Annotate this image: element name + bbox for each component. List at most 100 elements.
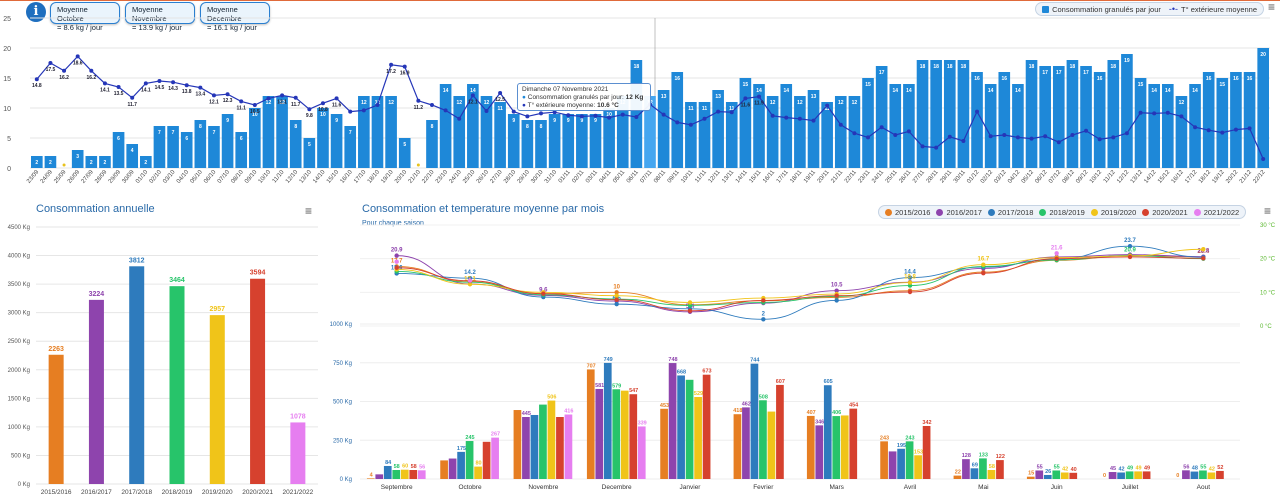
monthly-consumption-bar[interactable] <box>513 410 522 479</box>
temperature-point[interactable] <box>825 103 830 108</box>
monthly-temperature-point[interactable] <box>394 253 399 258</box>
monthly-temperature-point[interactable] <box>907 289 913 295</box>
daily-consumption-bar[interactable] <box>589 114 602 168</box>
temperature-point[interactable] <box>988 134 993 139</box>
monthly-consumption-bar[interactable] <box>1216 470 1224 479</box>
legend-consumption[interactable]: Consommation granulés par jour <box>1042 5 1161 14</box>
monthly-consumption-bar[interactable] <box>750 363 759 479</box>
daily-consumption-bar[interactable] <box>889 84 902 168</box>
temperature-point[interactable] <box>770 113 775 118</box>
daily-consumption-bar[interactable] <box>1080 66 1092 168</box>
monthly-consumption-bar[interactable] <box>905 441 914 479</box>
temperature-point[interactable] <box>429 103 434 107</box>
monthly-consumption-bar[interactable] <box>383 465 392 479</box>
monthly-consumption-bar[interactable] <box>465 441 474 479</box>
daily-consumption-bar[interactable] <box>576 114 588 168</box>
temperature-point[interactable] <box>143 81 148 86</box>
annual-chart-menu-icon[interactable]: ≡ <box>305 204 313 218</box>
daily-consumption-bar[interactable] <box>1230 72 1242 168</box>
temperature-point[interactable] <box>375 103 380 107</box>
legend-temperature[interactable]: -•- T° extérieure moyenne <box>1169 4 1257 14</box>
monthly-consumption-bar[interactable] <box>685 379 694 479</box>
temperature-point[interactable] <box>1029 136 1034 141</box>
temperature-point[interactable] <box>1206 128 1211 133</box>
daily-consumption-bar[interactable] <box>535 120 547 168</box>
temperature-point[interactable] <box>852 131 857 136</box>
monthly-consumption-bar[interactable] <box>474 466 482 479</box>
monthly-temperature-point[interactable] <box>687 308 693 314</box>
temperature-point[interactable] <box>102 81 107 86</box>
monthly-temperature-point[interactable] <box>981 270 986 276</box>
monthly-consumption-bar[interactable] <box>1199 470 1207 479</box>
temperature-point[interactable] <box>348 109 353 114</box>
daily-consumption-bar[interactable] <box>289 120 302 168</box>
monthly-consumption-bar[interactable] <box>586 369 595 479</box>
daily-consumption-bar[interactable] <box>644 96 656 168</box>
daily-consumption-bar[interactable] <box>1202 72 1215 168</box>
temperature-point[interactable] <box>361 108 366 113</box>
temperature-point[interactable] <box>552 110 557 115</box>
daily-consumption-bar[interactable] <box>85 156 98 168</box>
temperature-point[interactable] <box>1233 127 1238 132</box>
daily-consumption-bar[interactable] <box>126 144 139 168</box>
temperature-point[interactable] <box>716 109 721 114</box>
temperature-point[interactable] <box>157 79 162 83</box>
daily-consumption-bar[interactable] <box>221 114 234 168</box>
temperature-point[interactable] <box>498 91 503 95</box>
daily-consumption-bar[interactable] <box>698 102 711 168</box>
monthly-consumption-bar[interactable] <box>522 417 530 479</box>
daily-consumption-bar[interactable] <box>1134 78 1147 168</box>
monthly-consumption-bar[interactable] <box>914 455 922 479</box>
daily-consumption-bar[interactable] <box>249 108 261 168</box>
daily-consumption-bar[interactable] <box>1066 60 1079 168</box>
monthly-temperature-point[interactable] <box>834 288 839 293</box>
monthly-consumption-bar[interactable] <box>677 375 685 479</box>
annual-bar[interactable] <box>88 299 104 484</box>
annual-bar[interactable] <box>290 422 306 484</box>
monthly-temperature-point[interactable] <box>1201 247 1206 252</box>
daily-consumption-bar[interactable] <box>671 72 684 168</box>
daily-consumption-bar[interactable] <box>998 72 1011 168</box>
temperature-point[interactable] <box>1002 133 1007 137</box>
monthly-consumption-bar[interactable] <box>1182 470 1190 479</box>
monthly-consumption-bar[interactable] <box>1117 472 1125 479</box>
daily-consumption-bar[interactable] <box>344 126 357 168</box>
temperature-point[interactable] <box>211 93 216 98</box>
monthly-consumption-bar[interactable] <box>400 469 409 479</box>
daily-consumption-bar[interactable] <box>208 126 220 168</box>
temperature-point[interactable] <box>252 103 257 107</box>
temperature-point[interactable] <box>1261 157 1266 161</box>
temperature-point[interactable] <box>675 120 680 125</box>
daily-consumption-bar[interactable] <box>180 132 193 168</box>
daily-consumption-bar[interactable] <box>235 132 248 168</box>
daily-consumption-bar[interactable] <box>1257 48 1269 168</box>
monthly-consumption-bar[interactable] <box>612 389 621 479</box>
monthly-temperature-point[interactable] <box>1201 256 1206 261</box>
temperature-point[interactable] <box>906 129 911 134</box>
temperature-point[interactable] <box>293 95 298 100</box>
monthly-consumption-bar[interactable] <box>880 441 888 479</box>
daily-consumption-bar[interactable] <box>834 96 847 168</box>
monthly-temperature-point[interactable] <box>834 298 839 303</box>
monthly-temperature-point[interactable] <box>541 291 546 296</box>
temperature-point[interactable] <box>1097 137 1102 142</box>
daily-consumption-bar[interactable] <box>943 60 956 168</box>
temperature-point[interactable] <box>579 114 584 119</box>
daily-consumption-bar[interactable] <box>657 90 670 168</box>
daily-consumption-bar[interactable] <box>1216 78 1229 168</box>
temperature-point[interactable] <box>307 107 312 112</box>
daily-consumption-bar[interactable] <box>957 60 970 168</box>
monthly-chart-menu-icon[interactable]: ≡ <box>1264 204 1272 218</box>
temperature-point[interactable] <box>1138 110 1143 115</box>
monthly-consumption-bar[interactable] <box>987 470 996 479</box>
monthly-consumption-bar[interactable] <box>366 478 375 479</box>
monthly-consumption-bar[interactable] <box>491 437 499 479</box>
monthly-temperature-point[interactable] <box>1054 256 1059 261</box>
monthly-consumption-bar[interactable] <box>806 415 815 479</box>
monthly-legend-item-2017/2018[interactable]: 2017/2018 <box>987 208 1033 217</box>
daily-consumption-bar[interactable] <box>398 138 411 168</box>
temperature-point[interactable] <box>75 54 80 59</box>
daily-consumption-bar[interactable] <box>616 96 629 168</box>
temperature-point[interactable] <box>893 133 898 137</box>
temperature-point[interactable] <box>320 101 325 106</box>
